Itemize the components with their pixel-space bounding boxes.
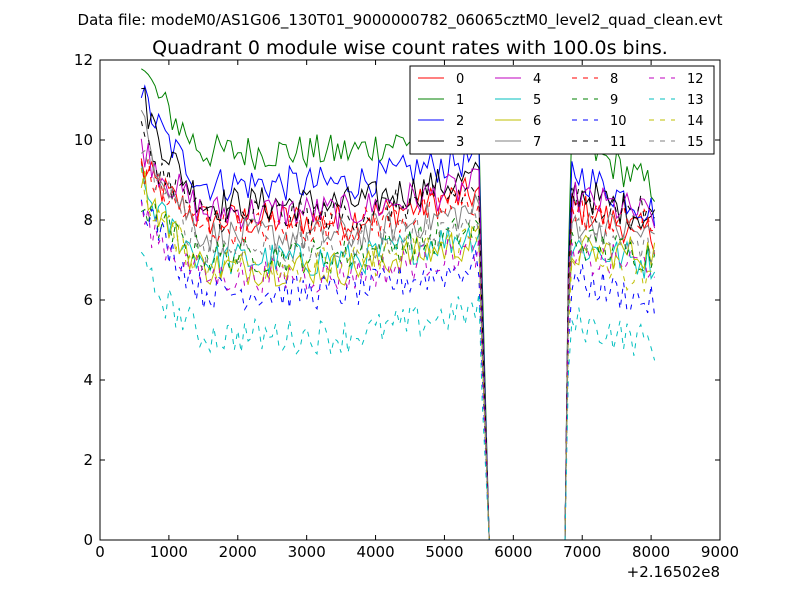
- y-tick-label: 4: [83, 371, 93, 389]
- y-tick-label: 0: [83, 531, 93, 549]
- x-tick-label: 8000: [632, 543, 670, 561]
- legend-label-9: 9: [610, 93, 618, 108]
- x-tick-label: 4000: [356, 543, 394, 561]
- y-tick-label: 2: [83, 451, 93, 469]
- x-offset-label: +2.16502e8: [627, 563, 720, 581]
- legend-label-1: 1: [456, 93, 464, 108]
- legend-box: [409, 65, 715, 155]
- series-line-13: [140, 251, 656, 541]
- y-tick-label: 12: [74, 51, 93, 69]
- x-tick-label: 9000: [701, 543, 739, 561]
- legend-label-10: 10: [610, 114, 627, 129]
- axes-frame: [99, 59, 721, 541]
- legend-label-3: 3: [456, 135, 464, 150]
- figure-suptitle: Data file: modeM0/AS1G06_130T01_90000007…: [78, 11, 723, 30]
- legend-label-15: 15: [687, 135, 704, 150]
- series-line-15: [140, 149, 656, 541]
- series-line-1: [141, 68, 656, 541]
- legend-label-11: 11: [610, 135, 627, 150]
- series-line-14: [140, 167, 656, 541]
- x-tick-label: 3000: [288, 543, 326, 561]
- series-line-5: [140, 162, 656, 541]
- legend-label-13: 13: [687, 93, 704, 108]
- series-line-8: [140, 159, 655, 541]
- legend-label-5: 5: [533, 93, 541, 108]
- legend-label-6: 6: [533, 114, 541, 129]
- plot-area: 0 1000 2000 3000 4000 5000 6000 7000 8000 9000 0 2 4…: [74, 51, 739, 561]
- x-tick-label: 7000: [563, 543, 601, 561]
- legend-label-7: 7: [533, 135, 541, 150]
- x-tick-label: 2000: [219, 543, 257, 561]
- legend-label-14: 14: [687, 114, 704, 129]
- ticks-layer: 0 1000 2000 3000 4000 5000 6000 7000 8000 9000 0 2 4…: [74, 51, 739, 561]
- y-tick-label: 6: [83, 291, 93, 309]
- x-tick-label: 1000: [150, 543, 188, 561]
- x-tick-label: 5000: [425, 543, 463, 561]
- y-tick-label: 10: [74, 131, 93, 149]
- legend-label-0: 0: [456, 72, 464, 87]
- legend-label-2: 2: [456, 114, 464, 129]
- legend-label-12: 12: [687, 72, 704, 87]
- chart-title: Quadrant 0 module wise count rates with …: [152, 37, 668, 59]
- x-tick-label: 0: [95, 543, 105, 561]
- series-layer: [140, 68, 656, 541]
- series-line-10: [140, 199, 656, 541]
- series-line-9: [141, 202, 656, 541]
- y-tick-label: 8: [83, 211, 93, 229]
- legend-label-4: 4: [533, 72, 541, 87]
- x-tick-label: 6000: [494, 543, 532, 561]
- legend-label-8: 8: [610, 72, 618, 87]
